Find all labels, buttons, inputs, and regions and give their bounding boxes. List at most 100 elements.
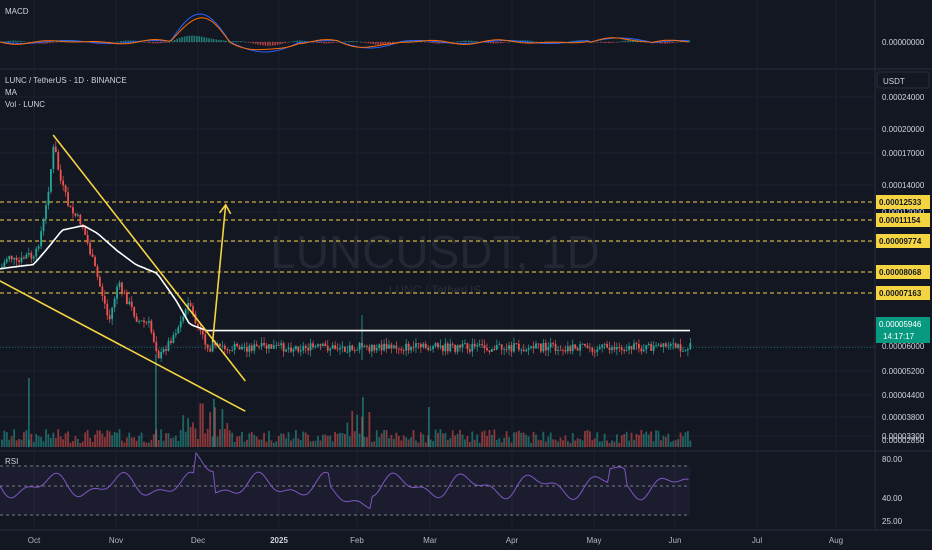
- moving-average-line: [0, 225, 690, 332]
- volume-bar: [121, 440, 123, 447]
- macd-histogram-bar: [306, 41, 308, 42]
- candle-body: [214, 343, 216, 346]
- macd-histogram-bar: [249, 42, 252, 43]
- macd-histogram-bar: [22, 41, 24, 42]
- candle-body: [155, 341, 158, 352]
- macd-histogram-bar: [619, 41, 622, 43]
- macd-histogram-bar: [617, 41, 619, 43]
- candle-body: [314, 346, 317, 348]
- time-axis-label: Jul: [752, 536, 762, 545]
- candle-body: [277, 345, 280, 346]
- volume-bar: [199, 403, 202, 447]
- volume-bar: [586, 429, 589, 447]
- candle-body: [184, 309, 187, 317]
- candle-body: [356, 349, 359, 351]
- candle-body: [481, 344, 483, 346]
- candle-body: [197, 323, 199, 328]
- candle-body: [221, 345, 224, 347]
- macd-histogram-bar: [614, 42, 617, 43]
- time-axis-label: Mar: [423, 536, 437, 545]
- macd-histogram-bar: [218, 39, 220, 42]
- volume-bar: [260, 439, 263, 447]
- volume-bar: [400, 440, 403, 447]
- candle-body: [574, 344, 577, 349]
- macd-histogram-bar: [44, 42, 46, 44]
- volume-bar: [123, 442, 126, 447]
- volume-bar: [454, 435, 457, 447]
- volume-bar: [299, 440, 302, 447]
- candle-body: [464, 343, 466, 345]
- volume-bar: [140, 432, 143, 447]
- candle-body: [140, 320, 143, 322]
- macd-histogram-bar: [328, 42, 330, 44]
- volume-bar: [118, 429, 121, 447]
- macd-histogram-bar: [627, 40, 629, 42]
- candle-body: [299, 350, 302, 352]
- volume-bar: [687, 431, 689, 447]
- volume-bar: [344, 434, 346, 447]
- volume-bar: [37, 436, 40, 447]
- macd-histogram-bar: [485, 42, 487, 43]
- macd-histogram-bar: [147, 42, 149, 43]
- ma-legend[interactable]: MA: [5, 88, 18, 97]
- volume-bar: [219, 429, 221, 447]
- volume-bar: [64, 433, 67, 447]
- macd-histogram-bar: [227, 41, 230, 42]
- volume-bar: [522, 432, 525, 447]
- candle-body: [192, 306, 194, 314]
- candle-body: [491, 348, 493, 352]
- candle-body: [366, 346, 368, 347]
- candle-body: [378, 344, 381, 349]
- candle-body: [52, 146, 55, 170]
- macd-histogram-bar: [53, 42, 56, 43]
- symbol-legend[interactable]: LUNC / TetherUS · 1D · BINANCE: [5, 76, 127, 85]
- macd-histogram-bar: [463, 40, 465, 42]
- macd-histogram-bar: [524, 40, 526, 42]
- volume-bar: [635, 433, 638, 447]
- projection-arrow[interactable]: [211, 204, 227, 343]
- time-axis-label: Oct: [28, 536, 41, 545]
- lower-trendline[interactable]: [0, 280, 246, 412]
- candle-body: [586, 345, 589, 348]
- volume-bar: [96, 430, 99, 447]
- symbol-watermark-subtitle: LUNC / TetherUS: [389, 283, 481, 297]
- candle-body: [246, 346, 248, 352]
- volume-bar: [172, 437, 175, 447]
- macd-histogram-bar: [169, 41, 171, 43]
- volume-bar: [339, 432, 341, 447]
- volume-bar: [584, 431, 586, 447]
- candle-body: [94, 256, 96, 267]
- macd-histogram-bar: [607, 42, 610, 44]
- volume-bar: [437, 432, 439, 447]
- macd-histogram-bar: [671, 42, 673, 43]
- candle-body: [223, 345, 226, 350]
- candle-body: [99, 277, 101, 287]
- macd-histogram-bar: [66, 40, 68, 42]
- time-axis-label: Dec: [191, 536, 205, 545]
- candle-body: [635, 343, 638, 345]
- candle-body: [544, 343, 547, 351]
- macd-histogram-bar: [232, 41, 235, 42]
- volume-bar: [503, 437, 506, 447]
- horizontal-levels: [0, 201, 875, 294]
- candle-body: [508, 345, 510, 350]
- currency-button[interactable]: [876, 71, 930, 89]
- macd-histogram-bar: [666, 42, 668, 44]
- macd-histogram-bar: [531, 41, 534, 42]
- candle-body: [336, 348, 339, 350]
- volume-bar: [42, 441, 45, 447]
- candle-body: [584, 343, 586, 346]
- rsi-level-40: 40.00: [882, 494, 903, 503]
- volume-legend[interactable]: Vol · LUNC: [5, 100, 45, 109]
- candle-body: [74, 213, 77, 216]
- macd-histogram-bar: [213, 39, 215, 42]
- candle-body: [400, 349, 403, 351]
- volume-bar: [358, 433, 361, 447]
- candle-body: [326, 345, 329, 351]
- currency-button-label[interactable]: USDT: [883, 77, 905, 86]
- volume-bar: [62, 439, 65, 447]
- candle-body: [219, 343, 221, 346]
- macd-histogram-bar: [301, 40, 303, 42]
- volume-bar: [231, 432, 234, 447]
- candle-body: [679, 344, 682, 352]
